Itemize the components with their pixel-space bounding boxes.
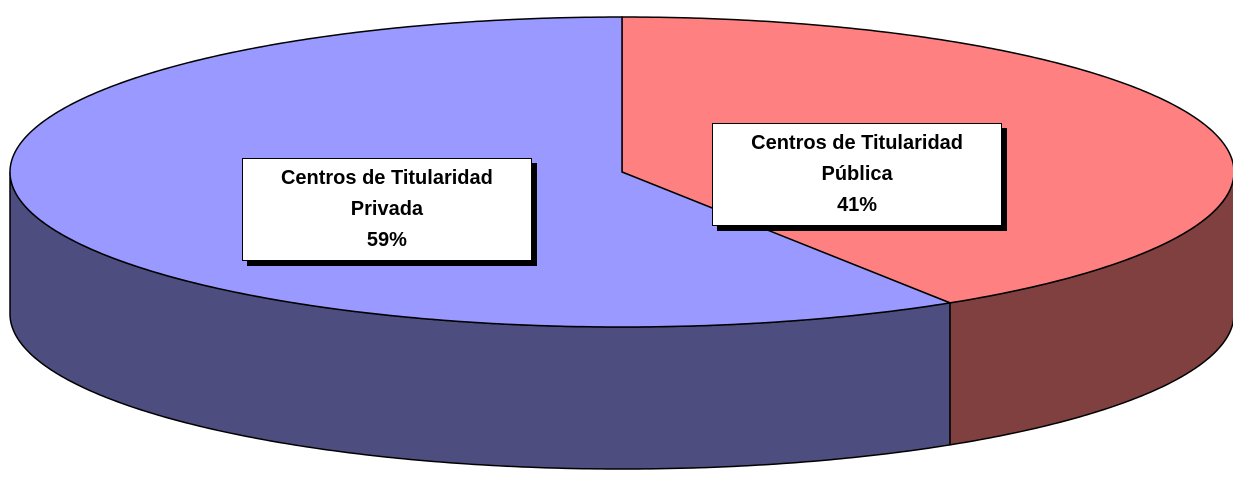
- data-label: Centros de Titularidad Pública 41%: [712, 123, 1003, 227]
- category-label: Centros de Titularidad Privada: [280, 166, 493, 220]
- data-label: Centros de Titularidad Privada 59%: [241, 157, 532, 261]
- value-label: 41%: [837, 194, 878, 217]
- category-label: Centros de Titularidad Pública: [751, 132, 964, 186]
- value-label: 59%: [366, 228, 407, 251]
